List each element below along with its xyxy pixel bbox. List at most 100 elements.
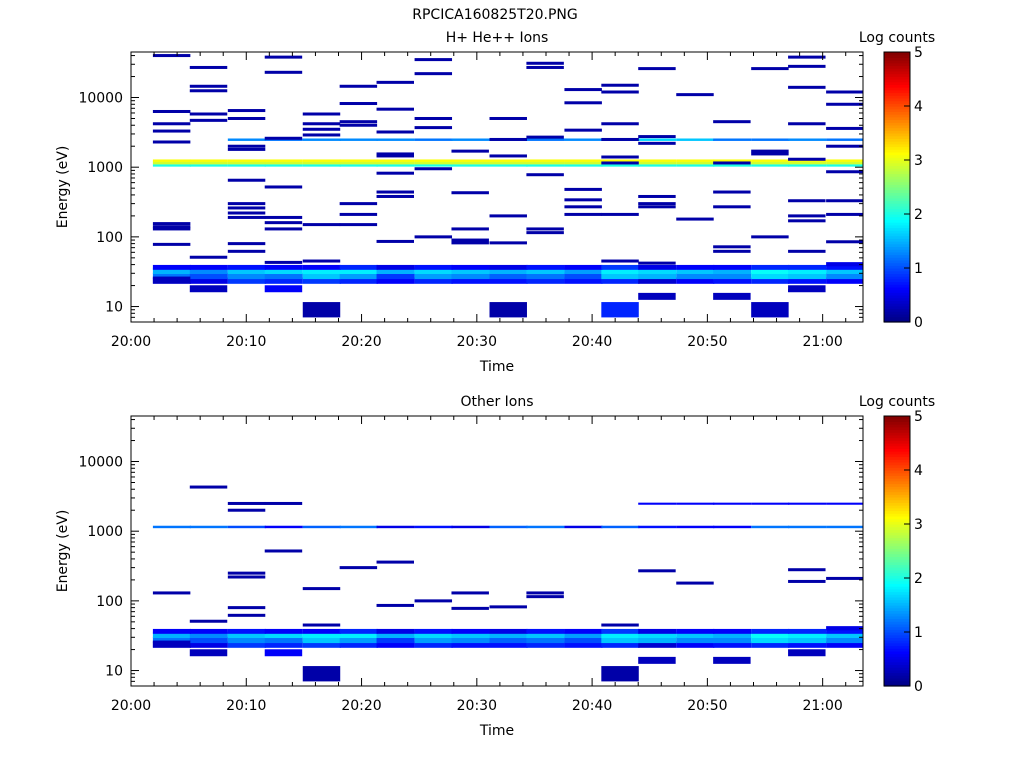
count-mark [227,206,266,210]
count-mark [302,223,341,227]
heat-cell [414,164,453,167]
plot-area [152,54,863,318]
colorbar-segment [884,84,910,88]
count-mark [489,214,527,218]
heat-cell [227,159,266,162]
heat-cell [227,264,266,270]
x-tick-label: 21:00 [802,698,842,714]
count-mark [788,249,826,253]
count-mark [751,67,789,71]
heat-cell [264,636,303,644]
count-mark [227,178,266,182]
heat-cell [414,277,453,284]
count-mark [826,102,863,106]
x-tick-label: 20:10 [226,334,266,350]
colorbar-segment [884,456,910,460]
colorbar-segment [884,97,910,102]
heat-cell [526,264,565,270]
count-mark [376,154,414,158]
heat-cell [189,267,228,275]
colorbar-segment [884,440,910,444]
count-mark [564,128,602,132]
colorbar-segment [884,284,910,288]
colorbar-segment [884,518,910,522]
heat-cell [152,267,191,275]
heat-cell [751,159,790,162]
axes-frame [130,51,864,323]
colorbar-segment [884,103,910,107]
colorbar-segment [884,656,910,660]
count-mark [189,84,228,88]
heat-cell [189,631,228,639]
heat-cell [564,641,603,648]
colorbar-segment [884,429,910,433]
colorbar-segment [884,475,910,479]
heat-cell [751,636,790,644]
heat-cell [264,277,303,284]
colorbar-segment [884,273,910,277]
heat-cell [489,277,528,284]
heat-cell [451,641,490,648]
heat-cell [526,159,565,162]
heat-cell [339,628,378,634]
colorbar-segment [884,461,910,466]
colorbar-segment [884,502,910,506]
count-mark [788,199,826,203]
heat-cell [564,525,603,529]
count-mark [713,245,751,249]
count-mark [451,591,489,595]
heat-cell [638,272,677,280]
heat-cell [713,159,752,162]
heat-cell [713,277,752,284]
colorbar-segment [884,683,910,687]
colorbar-segment [884,677,910,682]
colorbar-segment [884,453,910,458]
heat-cell [826,159,863,162]
colorbar-segment [884,214,910,218]
colorbar-tick-label: 0 [914,315,923,331]
x-tick-label: 20:50 [687,334,727,350]
colorbar-segment [884,127,910,131]
colorbar-segment [884,675,910,679]
heat-cell [414,159,453,162]
colorbar-segment [884,556,910,560]
panel-title: Other Ions [460,394,533,410]
count-mark [601,122,639,126]
heat-cell [152,636,191,644]
heat-cell [526,164,565,167]
heat-cell [227,636,266,644]
colorbar-segment [884,564,910,568]
heat-cell [751,631,790,639]
heat-cell [638,138,677,141]
colorbar-segment [884,122,910,126]
heat-cell [339,161,378,165]
colorbar-segment [884,483,910,487]
count-mark [189,112,228,116]
heat-cell [489,161,528,165]
heat-cell [489,641,528,648]
heat-cell [601,164,640,167]
colorbar-segment [884,203,910,207]
colorbar-segment [884,295,910,299]
colorbar-segment [884,297,910,301]
heat-cell [713,628,752,634]
heat-cell [414,636,453,644]
heat-cell [713,636,752,644]
colorbar-segment [884,534,910,539]
count-mark [189,619,228,623]
heat-cell [376,641,415,648]
colorbar-segment [884,572,910,576]
heat-cell [376,264,415,270]
heat-cell [826,262,863,267]
heat-cell [376,272,415,280]
count-block [713,292,751,300]
x-tick-label: 20:30 [457,334,497,350]
heat-cell [676,641,715,648]
count-mark [227,508,266,512]
count-mark [152,227,191,231]
count-mark [302,623,341,627]
heat-cell [826,641,863,648]
count-block [264,649,303,657]
heat-cell [339,264,378,270]
count-mark [489,116,527,120]
